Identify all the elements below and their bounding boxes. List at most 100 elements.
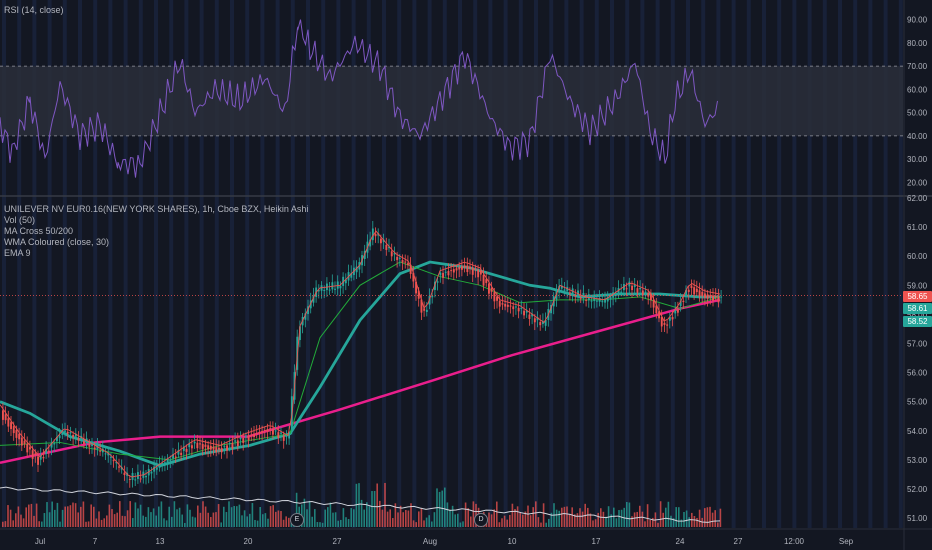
candle-body [398,257,401,259]
candle-body [374,233,377,237]
candle-body [342,276,345,286]
candle-body [612,292,615,298]
volume-bar [202,501,204,527]
session-stripe [640,0,645,528]
volume-bar [137,508,139,527]
volume-bar [688,517,690,527]
volume-bar [212,512,215,527]
session-stripe [336,0,341,528]
session-stripe [382,0,386,528]
earnings-event-icon[interactable]: E [290,513,304,527]
rsi-axis-tick: 90.00 [907,16,928,25]
dividend-event-icon[interactable]: D [474,513,488,527]
candle-body [498,300,501,307]
candle-body [539,322,542,326]
session-stripe [564,0,569,528]
candle-body [698,290,701,297]
volume-bar [314,509,316,527]
session-stripe [838,0,842,528]
volume-bar [215,512,217,527]
volume-bar [542,503,545,527]
price-axis-tick: 60.00 [907,252,928,261]
volume-bar [116,512,118,527]
candle-body [177,450,180,455]
volume-bar [189,509,191,527]
time-axis-label: 27 [734,537,743,546]
candle-body [247,435,250,441]
volume-bar [158,506,160,527]
candle-body [220,447,223,453]
indicator-ema[interactable]: EMA 9 [4,248,31,258]
volume-bar [438,491,441,527]
volume-bar [306,509,308,527]
main-legend[interactable]: UNILEVER NV EUR0.16(NEW YORK SHARES), 1h… [4,204,308,259]
volume-bar [87,521,90,527]
candle-body [212,446,215,450]
volume-bar [178,507,181,527]
candle-body [693,287,696,295]
volume-bar [678,507,680,527]
session-stripe [868,0,873,528]
session-stripe [731,0,736,528]
session-stripe [290,0,295,528]
volume-bar [332,512,334,527]
session-stripe [473,0,478,528]
candle-body [531,313,534,317]
volume-bar [28,504,30,527]
candle-body [188,443,191,448]
candle-body [590,300,593,302]
candle-body [145,475,147,478]
volume-bar [217,504,220,527]
candle-body [110,456,112,458]
volume-bar [488,512,490,527]
volume-bar [498,522,501,527]
candle-body [128,478,131,480]
volume-bar [342,508,345,527]
volume-bar [373,490,376,527]
volume-bar [269,506,272,527]
candle-body [528,314,531,320]
indicator-ma-cross[interactable]: MA Cross 50/200 [4,226,74,236]
session-stripe [686,0,690,528]
volume-bar [184,522,186,527]
candle-body [88,444,91,447]
candle-body [496,296,498,301]
session-stripe [245,0,250,528]
volume-bar [77,512,79,527]
session-stripe [366,0,371,528]
indicator-wma[interactable]: WMA Coloured (close, 30) [4,237,110,247]
candle-body [336,281,339,289]
price-axis-tick: 52.00 [907,485,928,494]
candle-body [223,446,226,448]
volume-bar [111,509,113,527]
volume-bar [108,504,111,527]
volume-bar [85,521,87,527]
volume-bar [662,512,664,527]
volume-bar [199,512,202,527]
candle-body [714,295,717,298]
volume-bar [462,521,464,527]
volume-bar [2,521,4,527]
session-stripe [230,0,234,528]
candle-body [509,305,512,307]
candle-body [407,263,409,266]
volume-bar [659,501,662,527]
rsi-legend[interactable]: RSI (14, close) [4,5,64,16]
session-stripe [503,0,508,528]
ema-line [0,230,721,478]
volume-bar [181,514,183,527]
indicator-volume[interactable]: Vol (50) [4,215,36,225]
volume-bar [420,508,423,527]
candle-body [150,471,153,474]
session-stripe [534,0,538,528]
volume-bar [537,517,540,527]
volume-bar [249,513,251,527]
candle-body [393,253,396,255]
session-stripe [518,0,523,528]
volume-bar [59,521,61,527]
volume-bar [667,501,670,527]
volume-bar [402,512,404,527]
volume-bar [15,513,17,527]
